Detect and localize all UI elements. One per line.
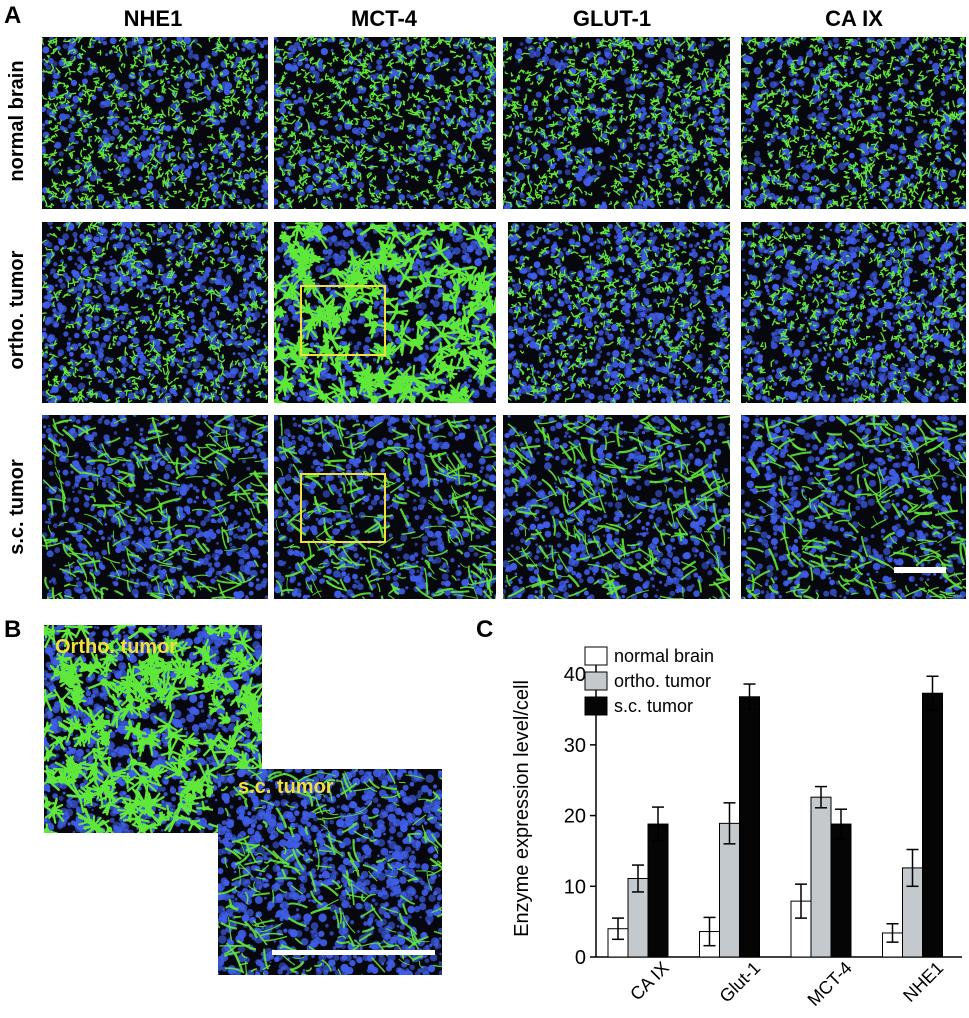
- y-tick-label: 0: [575, 947, 586, 969]
- column-title-mct4: MCT-4: [351, 6, 417, 31]
- micrograph-ortho-tumor-nhe1: [42, 222, 268, 403]
- inset-box-ortho-tumor: [300, 285, 386, 356]
- column-title-glut1: GLUT-1: [572, 6, 652, 31]
- label-ortho-tumor: Ortho. tumor: [55, 636, 178, 658]
- micrograph-ortho-tumor-glut1: [508, 222, 730, 403]
- panel-b-letter: B: [4, 616, 22, 643]
- panel-c-letter: C: [476, 616, 494, 643]
- y-tick-label: 20: [564, 806, 586, 828]
- y-tick-label: 10: [564, 876, 586, 898]
- micrograph-sc-tumor-ca9: [741, 415, 966, 599]
- micrograph-sc-tumor-enlarged: [218, 769, 442, 975]
- micrograph-normal-brain-nhe1: [42, 37, 268, 209]
- row-title-ortho-tumor: ortho. tumor: [6, 250, 28, 370]
- legend-label: ortho. tumor: [614, 671, 711, 691]
- scale-bar-b: [272, 950, 435, 955]
- legend-swatch: [584, 696, 608, 716]
- legend-label: s.c. tumor: [614, 696, 693, 716]
- bar: [739, 696, 760, 958]
- column-title-nhe1: NHE1: [123, 6, 183, 31]
- micrograph-ortho-tumor-mct4: [274, 222, 496, 403]
- x-tick-label: MCT-4: [804, 958, 856, 1010]
- column-title-ca9: CA IX: [825, 6, 883, 31]
- panel-a-letter: A: [4, 2, 22, 29]
- expression-bar-chart: Enzyme expression level/cell 0 10 20 30 40 CA …: [511, 646, 962, 1010]
- inset-box-sc-tumor: [300, 473, 386, 543]
- x-tick-label: NHE1: [899, 958, 947, 1006]
- y-tick-label: 40: [564, 664, 586, 686]
- legend-swatch: [584, 671, 608, 691]
- micrograph-sc-tumor-nhe1: [42, 415, 268, 599]
- y-tick-label: 30: [564, 735, 586, 757]
- micrograph-sc-tumor-glut1: [503, 415, 730, 599]
- legend-swatch: [584, 646, 608, 666]
- x-tick-label: CA IX: [626, 958, 673, 1005]
- bar: [810, 796, 832, 958]
- x-tick-label: Glut-1: [716, 958, 765, 1007]
- micrograph-normal-brain-ca9: [741, 37, 966, 209]
- row-title-sc-tumor: s.c. tumor: [6, 459, 28, 555]
- bar: [922, 692, 943, 958]
- micrograph-normal-brain-glut1: [503, 37, 730, 209]
- bar: [647, 823, 669, 958]
- micrograph-normal-brain-mct4: [274, 37, 496, 209]
- y-axis-label: Enzyme expression level/cell: [511, 680, 533, 937]
- legend-label: normal brain: [614, 646, 714, 666]
- micrograph-ortho-tumor-ca9: [741, 222, 966, 403]
- label-sc-tumor: s.c. tumor: [238, 776, 334, 798]
- bar: [830, 823, 852, 958]
- row-title-normal-brain: normal brain: [6, 60, 28, 182]
- scale-bar-a: [894, 567, 946, 573]
